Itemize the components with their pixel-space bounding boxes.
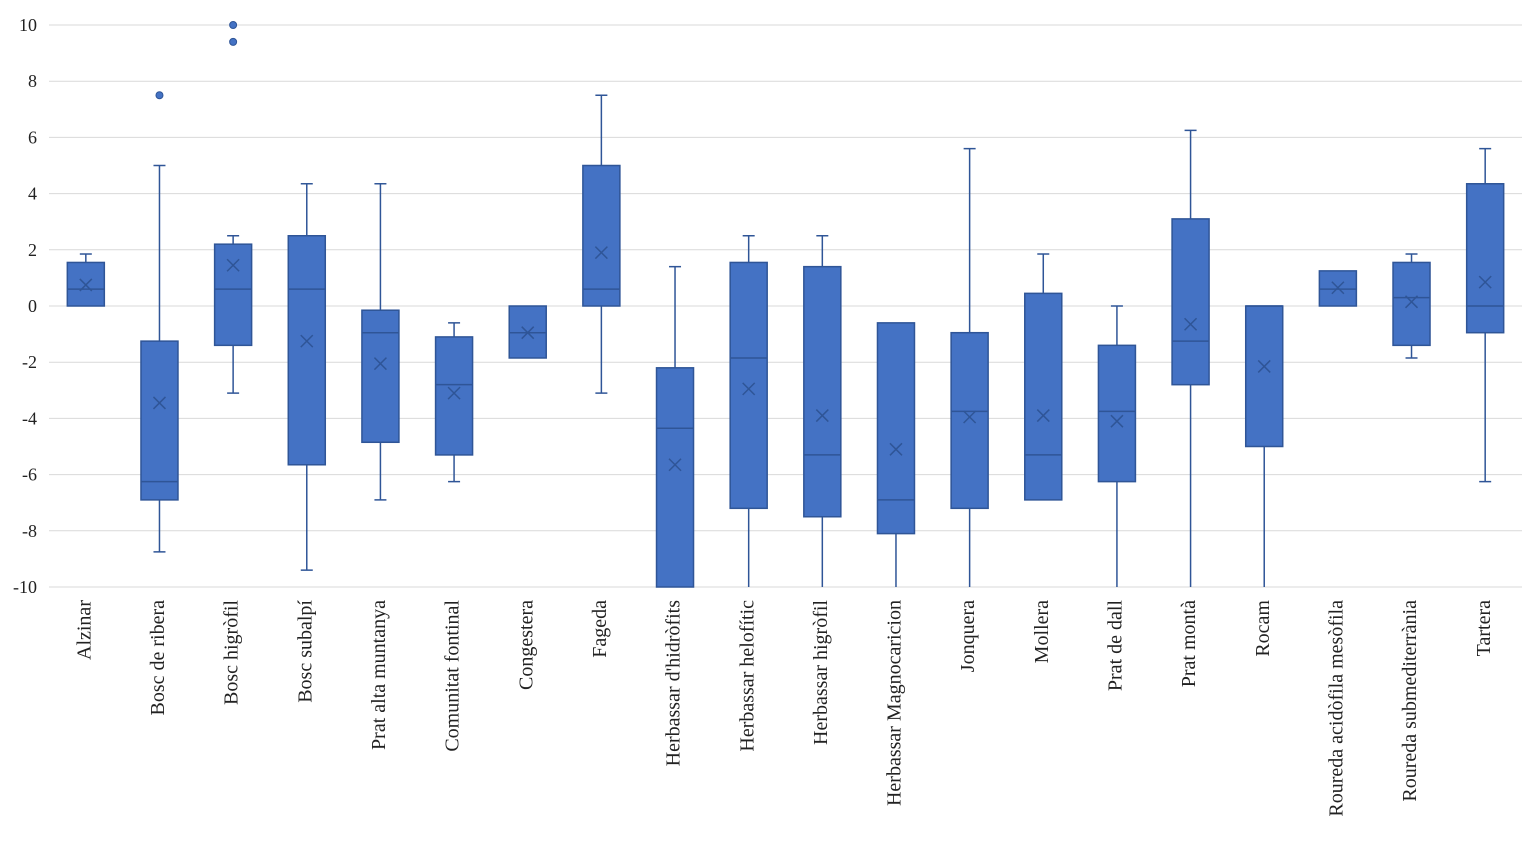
mean-marker bbox=[152, 396, 167, 410]
category-label: Bosc higròfil bbox=[221, 600, 243, 705]
y-tick-label: 0 bbox=[28, 296, 37, 316]
box-15 bbox=[1097, 305, 1137, 587]
box-18 bbox=[1318, 270, 1358, 307]
category-label: Prat montà bbox=[1178, 600, 1200, 687]
mean-marker bbox=[1404, 295, 1419, 309]
box-10 bbox=[729, 235, 768, 587]
iqr-box bbox=[950, 331, 989, 510]
mean-marker bbox=[1184, 317, 1198, 331]
y-tick-label: 8 bbox=[28, 71, 37, 91]
box-13 bbox=[950, 147, 989, 587]
x-axis-category-labels: Alzinar Bosc de ribera Bosc higròfil Bosc s… bbox=[73, 600, 1494, 817]
y-tick-label: -6 bbox=[22, 465, 37, 485]
iqr-box bbox=[1392, 261, 1431, 347]
iqr-box bbox=[803, 265, 842, 518]
mean-marker bbox=[668, 458, 682, 472]
y-tick-label: -2 bbox=[22, 352, 37, 372]
box-9 bbox=[655, 265, 695, 588]
boxes bbox=[66, 21, 1505, 588]
category-label: Herbassar higròfil bbox=[810, 600, 832, 745]
category-label: Jonquera bbox=[957, 600, 979, 672]
box-16 bbox=[1171, 129, 1210, 587]
iqr-box bbox=[876, 322, 916, 535]
iqr-box bbox=[361, 309, 400, 444]
mean-marker bbox=[79, 278, 93, 292]
box-8 bbox=[582, 94, 621, 394]
mean-marker bbox=[742, 382, 756, 396]
iqr-box bbox=[729, 261, 768, 510]
box-7 bbox=[508, 305, 547, 359]
y-tick-label: 4 bbox=[28, 184, 37, 204]
y-tick-label: 2 bbox=[28, 240, 37, 260]
mean-marker bbox=[300, 334, 314, 348]
category-label: Bosc subalpí bbox=[294, 600, 316, 703]
iqr-box bbox=[655, 367, 695, 588]
category-label: Comunitat fontinal bbox=[442, 600, 464, 752]
y-tick-label: -10 bbox=[13, 577, 37, 597]
box-2 bbox=[140, 91, 179, 553]
y-tick-label: 10 bbox=[19, 15, 37, 35]
category-label: Tartera bbox=[1473, 600, 1495, 656]
outlier-point bbox=[155, 91, 164, 100]
category-label: Congestera bbox=[515, 600, 537, 690]
iqr-box bbox=[1024, 292, 1063, 501]
iqr-box bbox=[140, 340, 179, 501]
category-label: Prat de dall bbox=[1105, 600, 1127, 692]
category-label: Prat alta muntanya bbox=[368, 600, 390, 750]
outlier-point bbox=[229, 21, 238, 29]
mean-marker bbox=[815, 409, 829, 423]
iqr-box bbox=[1171, 218, 1210, 386]
iqr-box bbox=[213, 243, 253, 347]
y-tick-label: -8 bbox=[22, 521, 37, 541]
mean-marker bbox=[226, 258, 240, 272]
iqr-box bbox=[1465, 183, 1505, 334]
box-11 bbox=[803, 235, 842, 587]
mean-marker bbox=[373, 357, 387, 371]
y-axis-tick-labels: -10 -8 -6 -4 -2 0 2 4 6 8 10 bbox=[13, 15, 37, 597]
iqr-box bbox=[434, 336, 474, 456]
category-label: Herbassar d'hidròfits bbox=[663, 600, 685, 767]
mean-marker bbox=[594, 246, 608, 260]
mean-marker bbox=[1110, 414, 1124, 428]
mean-marker bbox=[1036, 409, 1050, 423]
category-label: Bosc de ribera bbox=[147, 600, 169, 716]
box-6 bbox=[434, 322, 474, 483]
category-label: Mollera bbox=[1031, 600, 1053, 663]
box-4 bbox=[287, 183, 327, 571]
box-20 bbox=[1465, 147, 1505, 483]
y-tick-label: 6 bbox=[28, 127, 37, 147]
y-tick-label: -4 bbox=[22, 408, 37, 428]
mean-marker bbox=[889, 442, 903, 456]
box-1 bbox=[66, 253, 106, 307]
box-5 bbox=[361, 183, 400, 501]
mean-marker bbox=[1478, 275, 1492, 289]
mean-marker bbox=[1331, 281, 1345, 295]
mean-marker bbox=[963, 410, 977, 424]
box-14 bbox=[1024, 253, 1063, 501]
category-label: Herbassar helofític bbox=[736, 600, 758, 752]
gridlines bbox=[49, 24, 1522, 588]
mean-marker bbox=[521, 326, 535, 340]
mean-marker bbox=[447, 386, 461, 400]
outlier-point bbox=[229, 37, 238, 46]
iqr-box bbox=[1244, 305, 1284, 448]
iqr-box bbox=[1097, 344, 1137, 483]
category-label: Alzinar bbox=[73, 600, 95, 660]
category-label: Fageda bbox=[589, 600, 611, 658]
category-label: Roureda acidòfila mesòfila bbox=[1325, 600, 1347, 817]
iqr-box bbox=[287, 235, 327, 466]
category-label: Rocam bbox=[1252, 600, 1274, 657]
category-label: Herbassar Magnocaricion bbox=[884, 600, 906, 806]
mean-marker bbox=[1257, 359, 1271, 373]
box-3 bbox=[213, 21, 253, 394]
box-19 bbox=[1392, 253, 1431, 359]
category-label: Roureda submediterrània bbox=[1399, 600, 1421, 802]
box-17 bbox=[1244, 305, 1284, 587]
box-12 bbox=[876, 322, 916, 587]
iqr-box bbox=[582, 164, 621, 307]
